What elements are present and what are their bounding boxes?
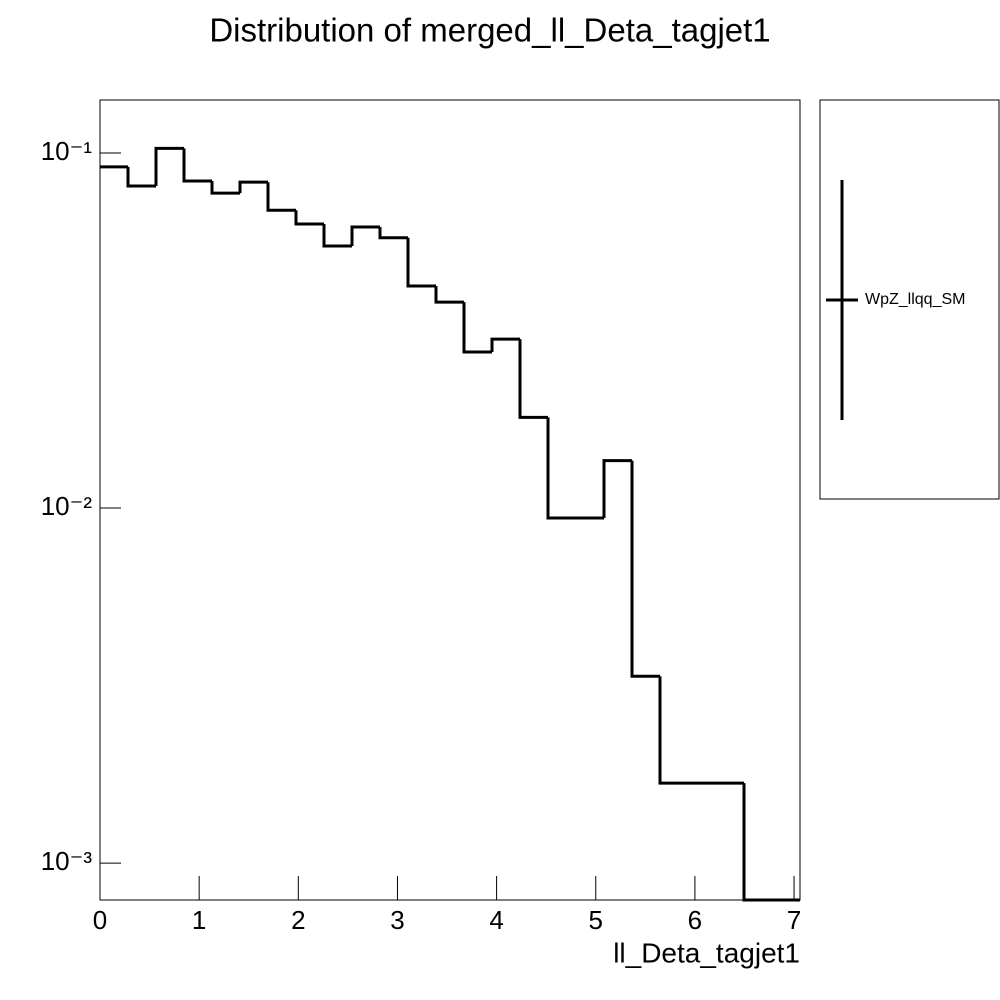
histogram-bin: [490, 337, 520, 353]
histogram-bin: [378, 226, 408, 240]
y-tick-label: 10⁻³: [41, 846, 93, 876]
histogram-bin: [238, 180, 268, 194]
histogram-bin: [294, 210, 324, 226]
histogram-bin: [546, 417, 576, 520]
histogram-bin: [742, 783, 772, 902]
x-tick-label: 3: [390, 905, 404, 935]
histogram-bin: [322, 223, 352, 248]
histogram-bin: [154, 146, 184, 187]
histogram-bin: [406, 237, 436, 288]
x-tick-label: 2: [291, 905, 305, 935]
y-tick-label: 10⁻¹: [41, 136, 93, 166]
histogram-bin: [434, 286, 464, 304]
histogram-bin: [658, 676, 688, 785]
x-tick-label: 4: [489, 905, 503, 935]
histogram-bin: [266, 182, 296, 212]
x-axis-label: ll_Deta_tagjet1: [613, 937, 800, 968]
plot-frame: [99, 99, 801, 901]
legend-label: WpZ_llqq_SM: [865, 291, 965, 308]
x-tick-label: 1: [192, 905, 206, 935]
histogram-bin: [210, 180, 240, 195]
histogram-bin: [182, 148, 212, 183]
histogram-bin: [350, 225, 380, 247]
x-tick-label: 0: [93, 905, 107, 935]
histogram-bin: [126, 166, 156, 188]
histogram-bin: [518, 339, 548, 419]
x-tick-label: 7: [787, 905, 801, 935]
chart-title: Distribution of merged_ll_Deta_tagjet1: [209, 12, 770, 49]
histogram-bin: [602, 459, 632, 519]
y-tick-label: 10⁻²: [41, 491, 93, 521]
x-tick-label: 5: [589, 905, 603, 935]
x-tick-label: 6: [688, 905, 702, 935]
histogram-bin: [462, 302, 492, 354]
histogram-bin: [630, 460, 660, 678]
